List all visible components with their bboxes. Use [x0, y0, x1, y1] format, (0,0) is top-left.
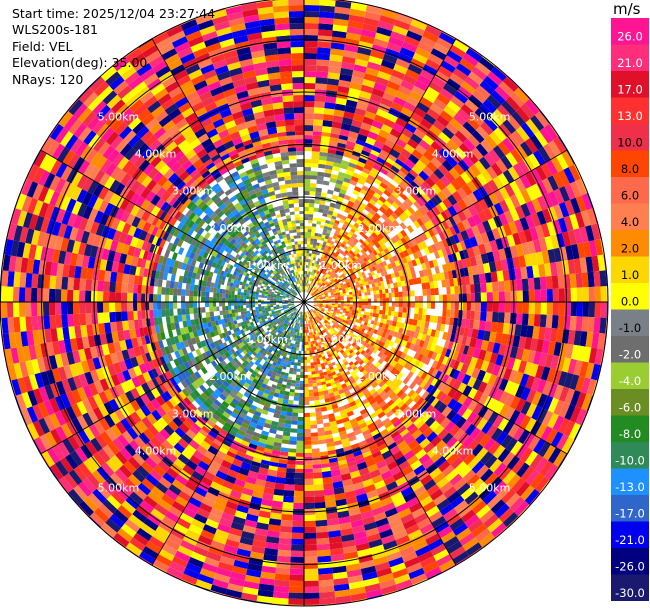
azimuth-spoke — [303, 38, 457, 303]
azimuth-spoke — [40, 301, 305, 455]
colorbar-tick-label: -10.0 — [615, 454, 645, 468]
range-ring-label: 2.00km — [209, 370, 251, 383]
range-ring — [146, 144, 462, 460]
azimuth-spoke — [40, 149, 305, 303]
colorbar-swatch — [611, 177, 649, 204]
colorbar-tick-label: -21.0 — [615, 533, 645, 547]
range-ring — [41, 39, 567, 565]
colorbar-tick-label: -30.0 — [615, 586, 645, 600]
field-label: Field: VEL — [12, 38, 73, 54]
colorbar-tick-label: 10.0 — [617, 136, 643, 150]
range-ring-label: 5.00km — [98, 110, 140, 123]
colorbar-swatch — [611, 336, 649, 363]
range-ring — [251, 249, 357, 355]
colorbar-swatch — [611, 203, 649, 230]
range-ring-label: 1.00km — [246, 259, 288, 272]
scan-metadata: Start time: 2025/12/04 23:27:44 WLS200s-… — [12, 6, 215, 88]
outer-ring — [0, 0, 609, 607]
colorbar-tick-label: 17.0 — [617, 83, 643, 97]
range-ring — [93, 91, 515, 513]
colorbar-tick-label: -6.0 — [619, 401, 641, 415]
azimuth-spoke — [151, 38, 305, 303]
range-ring-label: 3.00km — [172, 407, 214, 420]
range-ring-label: 4.00km — [432, 148, 474, 161]
colorbar-swatch — [611, 230, 649, 257]
range-ring-label: 3.00km — [395, 407, 437, 420]
range-ring-label: 5.00km — [469, 482, 511, 495]
range-ring-label: 5.00km — [98, 482, 140, 495]
colorbar-swatch — [611, 150, 649, 177]
range-ring-label: 2.00km — [357, 222, 399, 235]
colorbar: 26.0 21.0 17.0 13.0 10.0 8.0 6.0 4.0 2.0 1.0 0.0 -1… — [611, 18, 649, 601]
range-ring-label: 1.00km — [246, 333, 288, 346]
colorbar-tick-label: 1.0 — [621, 268, 639, 282]
colorbar-tick-label: -8.0 — [619, 427, 641, 441]
colorbar-tick-label: 26.0 — [617, 30, 643, 44]
colorbar-tick-label: 21.0 — [617, 56, 643, 70]
colorbar-swatch — [611, 521, 649, 548]
velocity-field — [0, 0, 608, 606]
colorbar-swatch — [611, 495, 649, 522]
start-time-label: Start time: 2025/12/04 23:27:44 — [12, 6, 216, 21]
azimuth-spoke — [303, 301, 457, 566]
range-ring-label: 5.00km — [469, 110, 511, 123]
range-ring-label: 3.00km — [172, 185, 214, 198]
azimuth-spoke — [303, 149, 568, 303]
colorbar-tick-label: -13.0 — [615, 480, 645, 494]
colorbar-tick-label: 8.0 — [621, 162, 639, 176]
range-ring-label: 3.00km — [395, 185, 437, 198]
colorbar-swatch — [611, 44, 649, 71]
instrument-label: WLS200s-181 — [12, 22, 98, 38]
colorbar-tick-label: 13.0 — [617, 109, 643, 123]
colorbar-swatch — [611, 415, 649, 442]
colorbar-swatch — [611, 574, 649, 601]
colorbar-tick-label: 0.0 — [621, 295, 639, 309]
colorbar-swatch — [611, 124, 649, 151]
colorbar-tick-label: 4.0 — [621, 215, 639, 229]
azimuth-spoke — [303, 301, 568, 455]
azimuth-spoke — [151, 301, 305, 566]
range-ring-label: 1.00km — [320, 333, 362, 346]
range-ring-label: 2.00km — [209, 222, 251, 235]
range-ring-label: 4.00km — [432, 444, 474, 457]
colorbar-swatch — [611, 97, 649, 124]
elevation-label: Elevation(deg): 35.00 — [12, 55, 148, 71]
colorbar-tick-label: -26.0 — [615, 560, 645, 574]
range-ring-label: 4.00km — [135, 148, 177, 161]
colorbar-swatch — [611, 256, 649, 283]
range-ring-label: 2.00km — [357, 370, 399, 383]
colorbar-swatch — [611, 548, 649, 575]
colorbar-unit-label: m/s — [613, 0, 641, 18]
range-ring — [198, 196, 410, 408]
range-ring-label: 1.00km — [320, 259, 362, 272]
colorbar-swatch — [611, 362, 649, 389]
colorbar-swatch — [611, 442, 649, 469]
colorbar-swatch — [611, 71, 649, 98]
colorbar-tick-label: 6.0 — [621, 189, 639, 203]
colorbar-tick-label: -4.0 — [619, 374, 641, 388]
colorbar-swatch — [611, 283, 649, 310]
colorbar-swatch — [611, 18, 649, 45]
nrays-label: NRays: 120 — [12, 71, 84, 87]
colorbar-swatch — [611, 389, 649, 416]
colorbar-tick-label: -1.0 — [619, 321, 641, 335]
range-ring-label: 4.00km — [135, 444, 177, 457]
colorbar-swatch — [611, 309, 649, 336]
colorbar-tick-label: -17.0 — [615, 507, 645, 521]
colorbar-tick-label: 2.0 — [621, 242, 639, 256]
colorbar-swatch — [611, 468, 649, 495]
colorbar-tick-label: -2.0 — [619, 348, 641, 362]
